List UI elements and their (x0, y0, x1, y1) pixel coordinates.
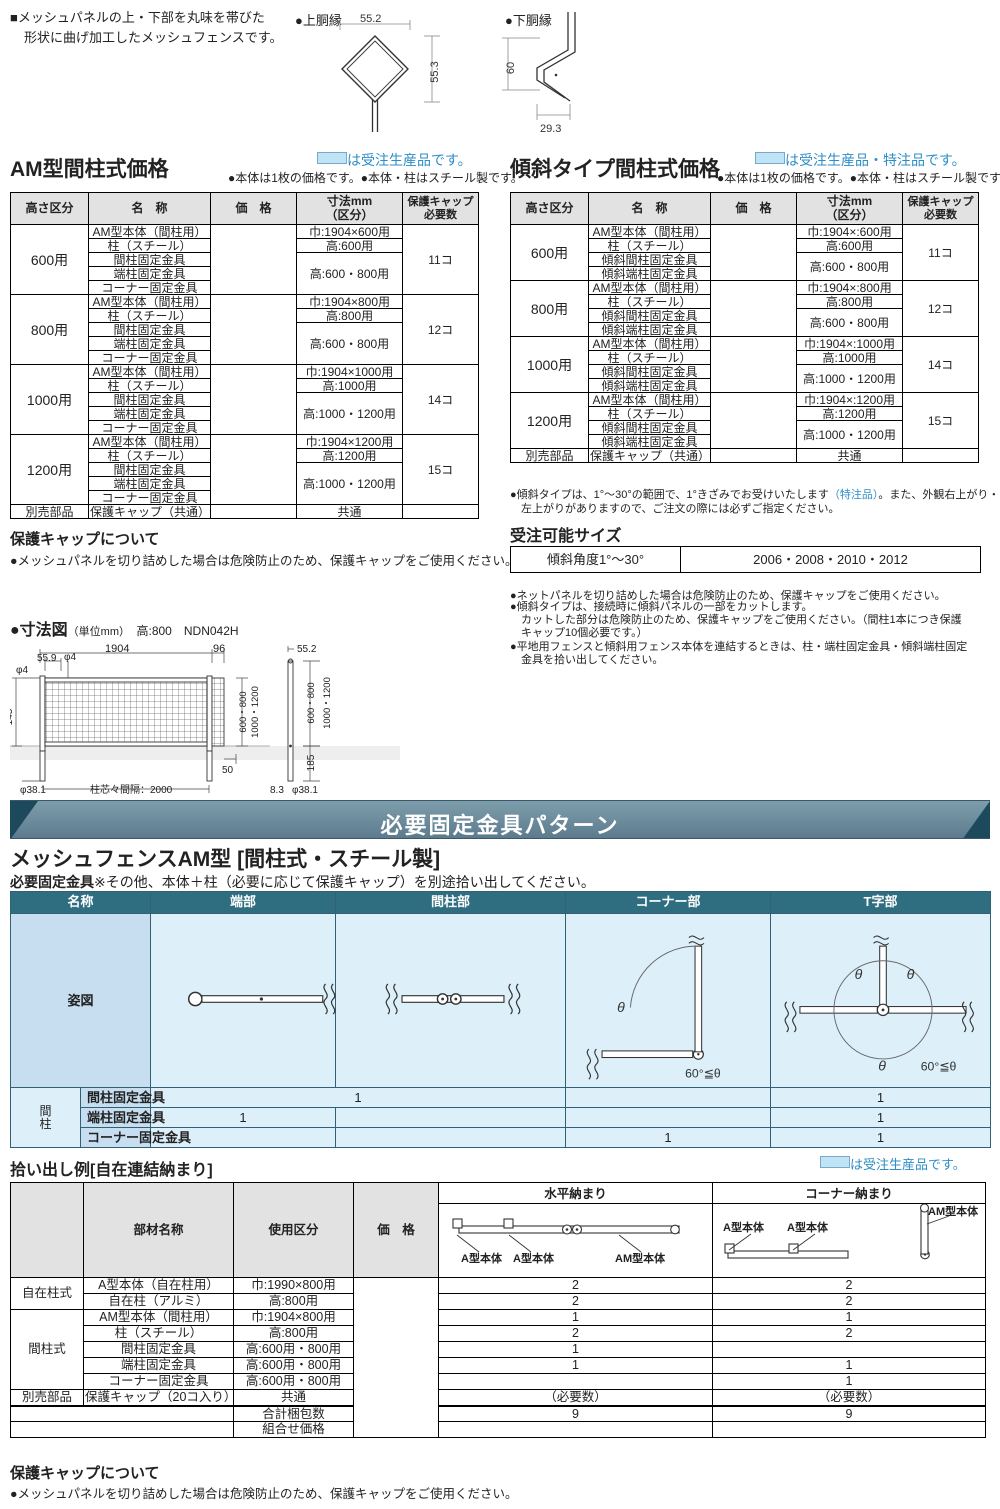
svg-text:A型本体: A型本体 (787, 1220, 829, 1234)
svg-text:185: 185 (306, 754, 317, 771)
svg-text:θ: θ (617, 999, 625, 1015)
svg-text:145: 145 (10, 708, 15, 725)
svg-text:φ4: φ4 (64, 652, 76, 663)
svg-text:55.2: 55.2 (297, 644, 317, 655)
svg-text:55.9: 55.9 (37, 653, 57, 664)
svg-text:φ38.1: φ38.1 (20, 785, 46, 796)
svg-text:60°≦θ: 60°≦θ (685, 1066, 721, 1080)
svg-text:1000・1200: 1000・1200 (250, 686, 261, 738)
svg-text:θ: θ (855, 966, 863, 982)
svg-text:φ4: φ4 (16, 665, 28, 676)
svg-text:A型本体: A型本体 (461, 1251, 503, 1265)
svg-text:60: 60 (505, 62, 517, 74)
svg-text:8.3: 8.3 (270, 785, 284, 796)
svg-text:1000・1200: 1000・1200 (322, 677, 333, 729)
svg-text:1904: 1904 (105, 643, 129, 655)
svg-text:θ: θ (907, 966, 915, 982)
svg-text:96: 96 (213, 643, 225, 655)
svg-text:θ: θ (878, 1058, 886, 1074)
svg-text:600・800: 600・800 (238, 691, 249, 732)
svg-text:A型本体: A型本体 (723, 1220, 765, 1234)
svg-text:AM型本体: AM型本体 (615, 1251, 666, 1265)
svg-text:AM型本体: AM型本体 (928, 1204, 979, 1218)
svg-text:55.3: 55.3 (429, 61, 441, 82)
svg-text:600・800: 600・800 (306, 682, 317, 723)
svg-text:50: 50 (222, 765, 234, 776)
svg-text:29.3: 29.3 (540, 123, 561, 135)
svg-text:φ38.1: φ38.1 (292, 785, 318, 796)
svg-text:55.2: 55.2 (360, 14, 381, 25)
svg-text:柱芯々間隔：2000: 柱芯々間隔：2000 (90, 783, 173, 796)
svg-text:60°≦θ: 60°≦θ (921, 1060, 957, 1074)
svg-text:A型本体: A型本体 (513, 1251, 555, 1265)
